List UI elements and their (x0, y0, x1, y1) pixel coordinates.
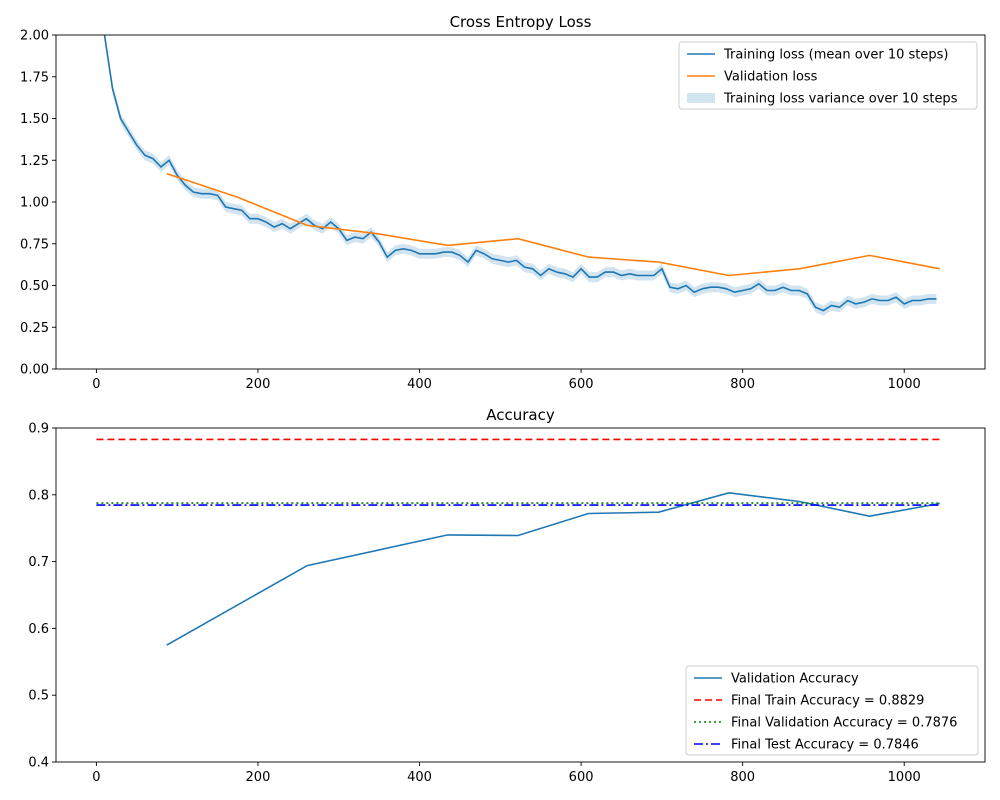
series-line-1 (166, 172, 940, 277)
y-tick-label: 0.4 (28, 756, 49, 771)
chart-title: Accuracy (486, 406, 555, 424)
y-tick-label: 0.5 (28, 689, 49, 704)
accuracy-legend: Validation Accuracy Final Train Accuracy … (685, 665, 979, 756)
x-tick-label: 200 (246, 770, 271, 785)
variance-band (104, 35, 937, 316)
x-tick-label: 600 (569, 770, 594, 785)
legend-label: Validation loss (724, 70, 818, 85)
x-tick-label: 800 (730, 770, 755, 785)
y-tick-label: 0.9 (28, 422, 49, 437)
y-tick-label: 0.00 (20, 363, 49, 378)
legend-box (685, 665, 979, 756)
legend-label: Validation Accuracy (731, 672, 859, 687)
axes-frame (55, 427, 986, 763)
legend-label: Training loss variance over 10 steps (723, 92, 958, 107)
x-tick-label: 800 (730, 377, 755, 392)
chart-title: Cross Entropy Loss (450, 13, 592, 31)
y-tick-label: 1.75 (20, 70, 49, 85)
x-tick-label: 0 (92, 377, 100, 392)
y-tick-label: 1.25 (20, 154, 49, 169)
legend-label: Final Validation Accuracy = 0.7876 (731, 716, 957, 731)
loss-legend: Training loss (mean over 10 steps) Valida… (678, 41, 978, 110)
series-line-0 (166, 491, 940, 646)
legend-swatch (687, 93, 715, 103)
series-line-0 (103, 35, 937, 312)
y-tick-label: 0.75 (20, 237, 49, 252)
legend-label: Training loss (mean over 10 steps) (723, 48, 949, 63)
loss-chart: Cross Entropy Loss 0 200 400 600 800 1000 0.00… (20, 13, 986, 392)
series-layer (103, 35, 940, 316)
legend-label: Final Test Accuracy = 0.7846 (731, 738, 919, 753)
series-layer (96, 438, 940, 646)
loss-plot-area: 0 200 400 600 800 1000 0.00 0.25 0.50 0.75 1.00 1.2… (20, 29, 986, 392)
y-tick-label: 1.00 (20, 196, 49, 211)
y-tick-label: 0.25 (20, 321, 49, 336)
accuracy-chart: Accuracy 0 200 400 600 800 1000 0.4 0.5 0.6 0.7 0.… (28, 406, 986, 785)
x-tick-label: 1000 (888, 770, 921, 785)
x-tick-label: 1000 (888, 377, 921, 392)
accuracy-plot-area: 0 200 400 600 800 1000 0.4 0.5 0.6 0.7 0.8 0.9 (28, 422, 986, 785)
x-tick-label: 0 (92, 770, 100, 785)
legend-box (678, 41, 978, 110)
y-tick-label: 0.7 (28, 555, 49, 570)
x-tick-label: 600 (569, 377, 594, 392)
y-tick-label: 2.00 (20, 29, 49, 44)
y-tick-label: 1.50 (20, 112, 49, 127)
x-tick-label: 400 (407, 377, 432, 392)
y-tick-label: 0.50 (20, 279, 49, 294)
legend-label: Final Train Accuracy = 0.8829 (731, 694, 924, 709)
x-tick-label: 200 (246, 377, 271, 392)
y-tick-label: 0.6 (28, 622, 49, 637)
x-tick-label: 400 (407, 770, 432, 785)
y-tick-label: 0.8 (28, 488, 49, 503)
